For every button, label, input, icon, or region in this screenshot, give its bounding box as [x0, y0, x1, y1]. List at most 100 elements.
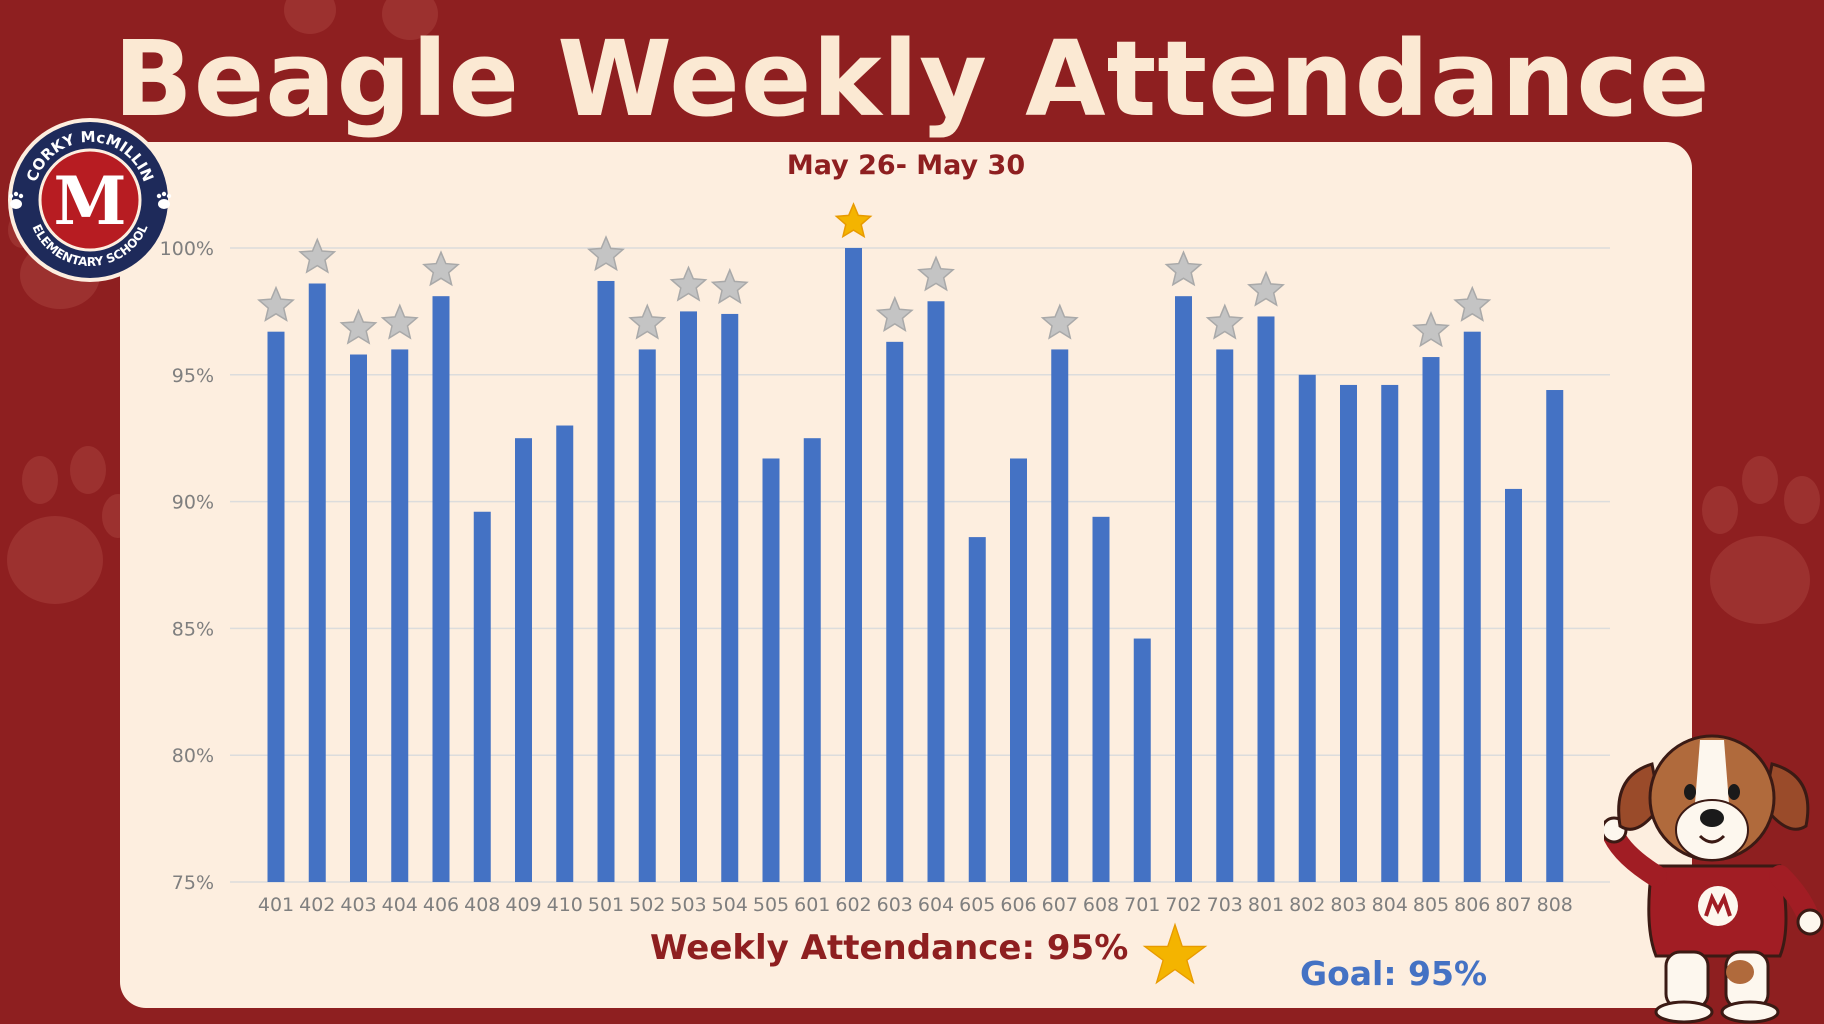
silver-star-icon: [669, 265, 708, 302]
x-tick-label: 601: [794, 894, 830, 916]
y-tick-label: 80%: [172, 745, 214, 767]
bar: [845, 248, 862, 882]
x-tick-label: 703: [1207, 894, 1243, 916]
bar: [762, 458, 780, 882]
bar: [638, 349, 656, 882]
silver-star-icon: [1205, 303, 1244, 340]
x-tick-label: 410: [547, 894, 583, 916]
bar: [1422, 357, 1440, 883]
bar: [1010, 458, 1027, 882]
x-tick-label: 402: [299, 894, 335, 916]
silver-star-icon: [917, 255, 955, 292]
bar: [1505, 488, 1522, 882]
silver-star-icon: [257, 285, 295, 322]
bar: [597, 280, 615, 882]
x-tick-label: 605: [959, 894, 995, 916]
bar: [1133, 638, 1151, 882]
bar: [1340, 384, 1357, 882]
x-tick-label: 501: [588, 894, 624, 916]
bar: [1298, 374, 1316, 882]
logo-letter: M: [53, 162, 126, 240]
bar: [350, 354, 367, 883]
x-tick-label: 604: [918, 894, 954, 916]
silver-star-icon: [298, 237, 337, 274]
silver-star-icon: [422, 250, 460, 287]
x-tick-label: 404: [382, 894, 418, 916]
paw-icon: [8, 191, 24, 209]
bar: [680, 311, 697, 882]
x-tick-label: 607: [1042, 894, 1078, 916]
silver-star-icon: [1412, 311, 1450, 348]
bar: [1546, 390, 1564, 882]
silver-star-icon: [875, 295, 914, 332]
silver-star-icon: [339, 308, 378, 345]
silver-star-icon: [710, 267, 749, 305]
attendance-bar-chart: 75% 80% 85% 90% 95% 100% 401 402 403 404 406 408 409…: [160, 202, 1610, 916]
x-tick-label: 807: [1495, 894, 1531, 916]
bar: [968, 537, 986, 882]
bar: [927, 301, 945, 882]
x-tick-label: 409: [505, 894, 541, 916]
y-tick-label: 95%: [172, 365, 214, 387]
paw-print-decoration: [1702, 456, 1820, 624]
x-tick-label: 804: [1372, 894, 1408, 916]
weekly-attendance-label: Weekly Attendance: 95%: [650, 928, 1129, 968]
beagle-mascot: [1604, 734, 1824, 1024]
bar: [1257, 316, 1275, 882]
x-tick-label: 502: [629, 894, 665, 916]
x-tick-label: 805: [1413, 894, 1449, 916]
silver-star-icon: [587, 235, 625, 272]
silver-star-icon: [628, 303, 667, 340]
paw-icon: [156, 191, 172, 209]
silver-star-icon: [1247, 270, 1285, 307]
silver-star-icon: [1453, 285, 1492, 322]
bar: [267, 331, 285, 882]
bar: [1216, 349, 1234, 882]
x-tick-label: 504: [712, 894, 748, 916]
bar: [515, 438, 532, 882]
bar: [1051, 349, 1069, 882]
x-tick-label: 403: [340, 894, 376, 916]
x-tick-label: 803: [1330, 894, 1366, 916]
page-title: Beagle Weekly Attendance: [113, 18, 1711, 140]
bar: [721, 313, 739, 882]
bar: [432, 296, 450, 882]
bar: [886, 341, 904, 882]
x-tick-label: 701: [1124, 894, 1160, 916]
bar: [1381, 384, 1399, 882]
x-tick-label: 408: [464, 894, 500, 916]
chart-panel: 75% 80% 85% 90% 95% 100% 401 402 403 404 406 408 409…: [120, 142, 1692, 1008]
x-tick-label: 503: [670, 894, 706, 916]
x-tick-label: 808: [1537, 894, 1573, 916]
bar: [556, 425, 574, 882]
chart-subtitle: May 26- May 30: [786, 150, 1026, 181]
x-tick-label: 406: [423, 894, 459, 916]
x-tick-label: 401: [258, 894, 294, 916]
x-tick-label: 602: [835, 894, 871, 916]
bar: [473, 511, 491, 882]
silver-star-icon: [380, 303, 419, 340]
x-tick-label: 702: [1165, 894, 1201, 916]
bar: [308, 283, 326, 882]
silver-star-icon: [1040, 303, 1079, 340]
bar: [803, 438, 821, 882]
silver-star-icon: [1164, 250, 1203, 287]
x-tick-label: 801: [1248, 894, 1284, 916]
bar: [1092, 516, 1110, 882]
x-tick-label: 802: [1289, 894, 1325, 916]
x-tick-label: 608: [1083, 894, 1119, 916]
x-tick-label: 603: [877, 894, 913, 916]
x-tick-label: 806: [1454, 894, 1490, 916]
y-tick-label: 75%: [172, 872, 214, 894]
school-logo: M CORKY McMILLIN ELEMENTARY SCHOOL: [8, 118, 172, 282]
y-tick-label: 85%: [172, 618, 214, 640]
y-tick-label: 90%: [172, 492, 214, 514]
y-tick-label: 100%: [160, 238, 214, 260]
goal-label: Goal: 95%: [1300, 954, 1488, 993]
paw-print-decoration: [7, 446, 130, 604]
bar: [1175, 296, 1192, 882]
bar: [1463, 331, 1481, 882]
bar: [391, 349, 409, 882]
x-tick-label: 606: [1000, 894, 1036, 916]
paw-print-decoration: [284, 0, 438, 40]
